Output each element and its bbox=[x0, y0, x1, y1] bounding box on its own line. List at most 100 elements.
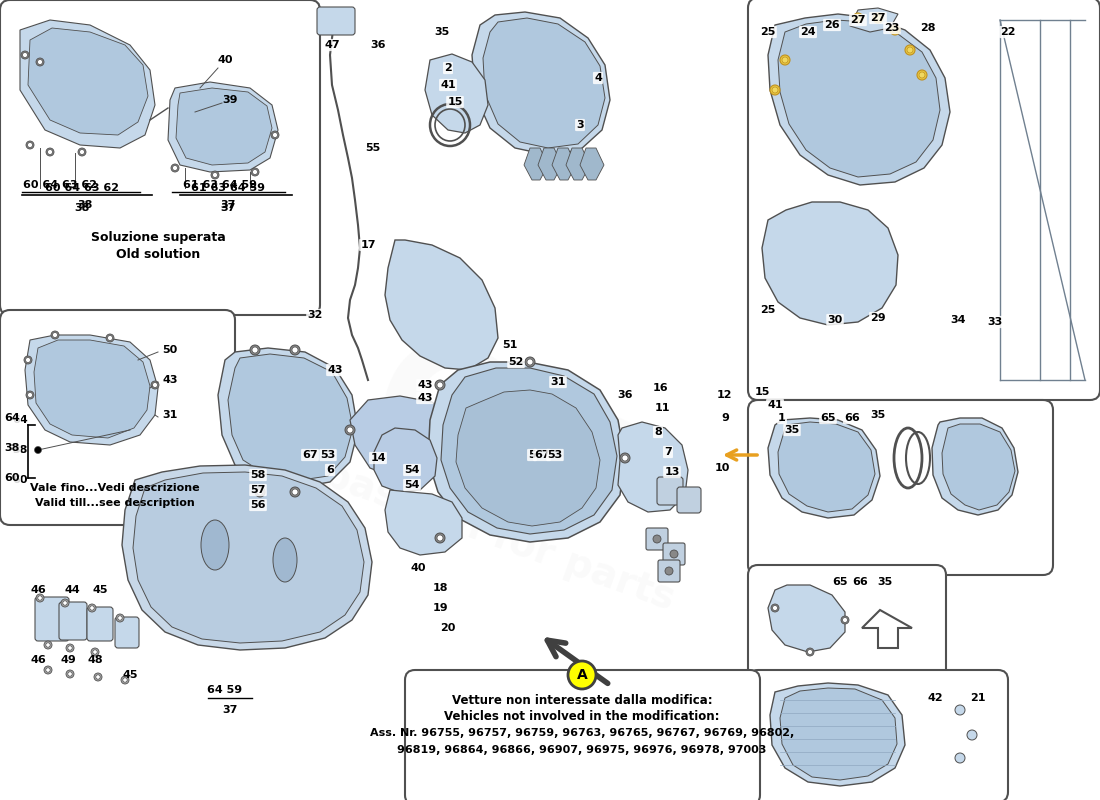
Circle shape bbox=[25, 358, 31, 362]
FancyBboxPatch shape bbox=[748, 565, 946, 700]
Circle shape bbox=[46, 643, 51, 647]
Text: 48: 48 bbox=[87, 655, 102, 665]
Circle shape bbox=[22, 53, 28, 58]
Polygon shape bbox=[942, 424, 1015, 510]
Circle shape bbox=[437, 382, 443, 388]
Circle shape bbox=[24, 356, 32, 364]
Polygon shape bbox=[538, 148, 562, 180]
Text: 49: 49 bbox=[60, 655, 76, 665]
Text: 51: 51 bbox=[503, 340, 518, 350]
Circle shape bbox=[37, 59, 43, 65]
Text: 64 59: 64 59 bbox=[208, 685, 243, 695]
Text: 3: 3 bbox=[576, 120, 584, 130]
Circle shape bbox=[153, 382, 157, 387]
Polygon shape bbox=[768, 418, 880, 518]
Text: 35: 35 bbox=[434, 27, 450, 37]
Circle shape bbox=[292, 489, 298, 495]
Text: 44: 44 bbox=[64, 585, 80, 595]
Text: 35: 35 bbox=[784, 425, 800, 435]
Text: 23: 23 bbox=[884, 23, 900, 33]
Circle shape bbox=[271, 131, 279, 139]
Text: 54: 54 bbox=[405, 480, 420, 490]
Text: 18: 18 bbox=[432, 583, 448, 593]
Polygon shape bbox=[374, 428, 437, 492]
Circle shape bbox=[68, 672, 73, 676]
Circle shape bbox=[250, 345, 260, 355]
Circle shape bbox=[37, 596, 42, 600]
Polygon shape bbox=[25, 335, 158, 445]
FancyBboxPatch shape bbox=[663, 543, 685, 565]
Circle shape bbox=[855, 15, 861, 21]
Text: 15: 15 bbox=[755, 387, 770, 397]
Circle shape bbox=[26, 391, 34, 399]
Circle shape bbox=[780, 55, 790, 65]
Text: 65: 65 bbox=[821, 413, 836, 423]
Circle shape bbox=[873, 13, 883, 23]
Text: 21: 21 bbox=[970, 693, 986, 703]
Circle shape bbox=[211, 171, 219, 179]
Polygon shape bbox=[778, 20, 940, 177]
Circle shape bbox=[807, 650, 813, 654]
Text: 25: 25 bbox=[760, 27, 775, 37]
Text: 27: 27 bbox=[870, 13, 886, 23]
Text: 66: 66 bbox=[852, 577, 868, 587]
Text: Vehicles not involved in the modification:: Vehicles not involved in the modificatio… bbox=[444, 710, 719, 722]
FancyBboxPatch shape bbox=[317, 7, 355, 35]
Circle shape bbox=[967, 730, 977, 740]
Polygon shape bbox=[850, 8, 898, 32]
Text: 35: 35 bbox=[870, 410, 886, 420]
Text: 33: 33 bbox=[988, 317, 1002, 327]
Text: 36: 36 bbox=[371, 40, 386, 50]
Text: 54: 54 bbox=[405, 465, 420, 475]
Polygon shape bbox=[20, 20, 155, 148]
Polygon shape bbox=[566, 148, 590, 180]
Text: 47: 47 bbox=[324, 40, 340, 50]
Text: 15: 15 bbox=[448, 97, 463, 107]
Text: 55: 55 bbox=[365, 143, 381, 153]
Text: 20: 20 bbox=[440, 623, 455, 633]
Text: GU: GU bbox=[342, 318, 658, 582]
Circle shape bbox=[118, 616, 122, 620]
FancyBboxPatch shape bbox=[116, 617, 139, 648]
Circle shape bbox=[91, 648, 99, 656]
Text: 17: 17 bbox=[361, 240, 376, 250]
Text: 64: 64 bbox=[4, 413, 20, 423]
Text: Old solution: Old solution bbox=[116, 249, 200, 262]
Text: 38: 38 bbox=[75, 203, 90, 213]
Text: 57: 57 bbox=[251, 485, 266, 495]
Circle shape bbox=[170, 164, 179, 172]
Text: 8: 8 bbox=[654, 427, 662, 437]
Circle shape bbox=[772, 606, 778, 610]
Polygon shape bbox=[385, 240, 498, 370]
Polygon shape bbox=[768, 585, 845, 652]
Text: 2: 2 bbox=[444, 63, 452, 73]
Circle shape bbox=[51, 331, 59, 339]
Circle shape bbox=[252, 347, 258, 353]
Text: 35: 35 bbox=[878, 577, 892, 587]
Text: 32: 32 bbox=[307, 310, 322, 320]
Text: 64: 64 bbox=[12, 415, 28, 425]
Circle shape bbox=[290, 487, 300, 497]
Circle shape bbox=[771, 604, 779, 612]
Polygon shape bbox=[483, 18, 605, 148]
Text: 25: 25 bbox=[760, 305, 775, 315]
Circle shape bbox=[79, 150, 85, 154]
Text: 37: 37 bbox=[220, 200, 235, 210]
Circle shape bbox=[653, 535, 661, 543]
FancyBboxPatch shape bbox=[35, 597, 69, 641]
Text: 37: 37 bbox=[220, 203, 235, 213]
Circle shape bbox=[257, 489, 263, 495]
Text: 61 63 64 59: 61 63 64 59 bbox=[183, 180, 257, 190]
Polygon shape bbox=[441, 368, 617, 534]
Text: 24: 24 bbox=[800, 27, 816, 37]
Circle shape bbox=[36, 58, 44, 66]
Circle shape bbox=[88, 604, 96, 612]
Circle shape bbox=[670, 550, 678, 558]
Circle shape bbox=[874, 15, 881, 21]
Polygon shape bbox=[228, 354, 353, 481]
Polygon shape bbox=[28, 28, 148, 135]
Circle shape bbox=[292, 347, 298, 353]
Text: 30: 30 bbox=[827, 315, 843, 325]
Text: 40: 40 bbox=[410, 563, 426, 573]
Circle shape bbox=[253, 170, 257, 174]
